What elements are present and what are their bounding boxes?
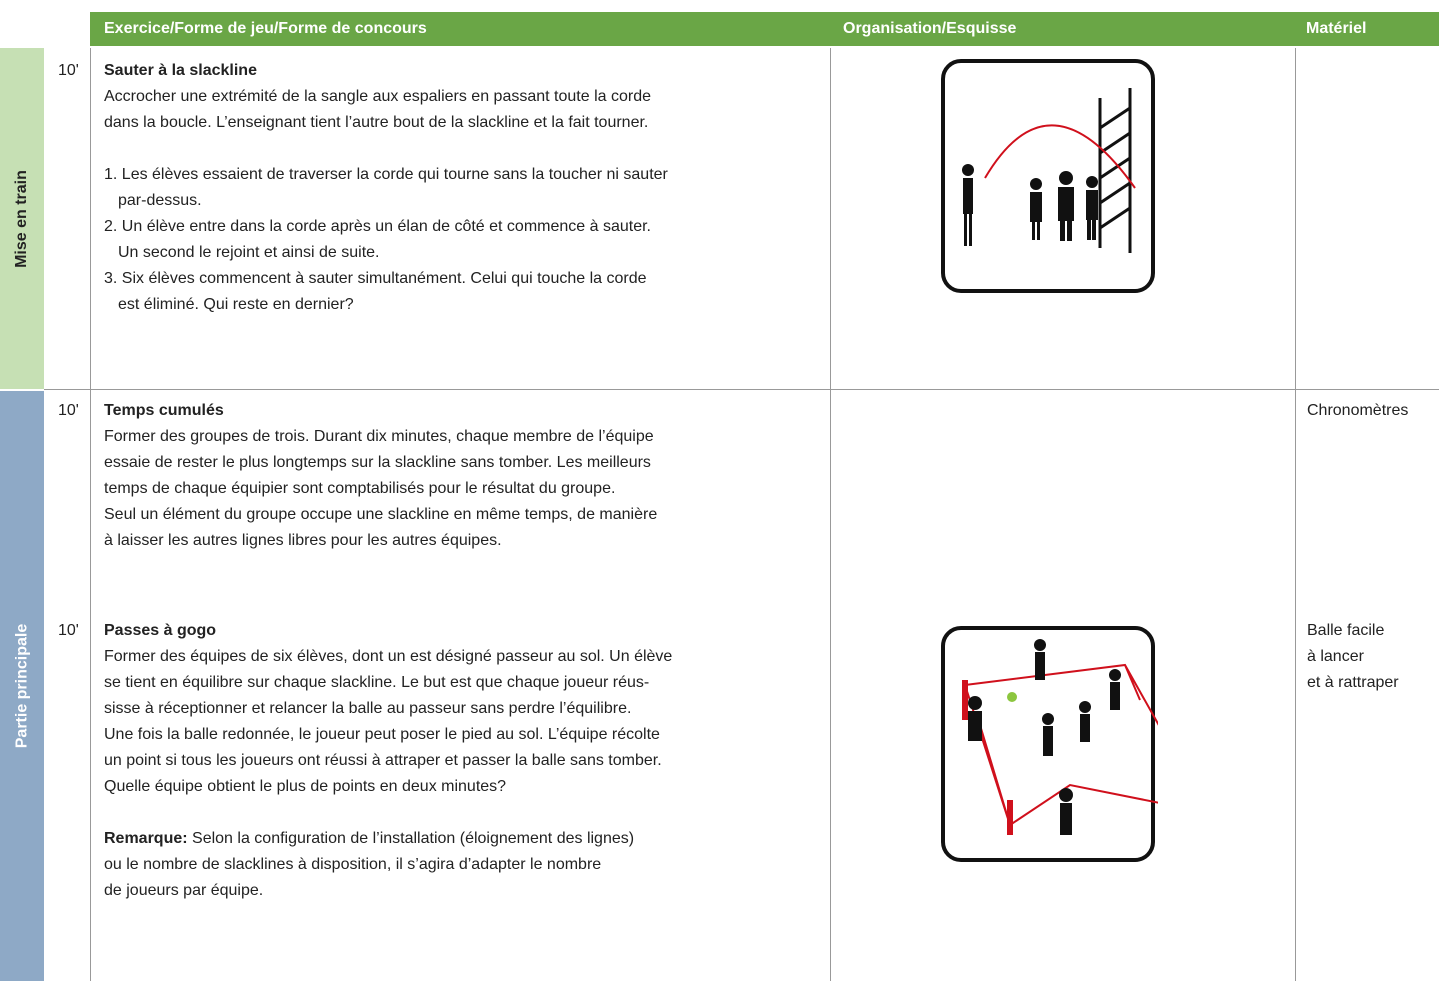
- note-text: ou le nombre de slacklines à disposition…: [104, 856, 602, 873]
- note-label: Remarque:: [104, 830, 188, 847]
- list-line: par-dessus.: [118, 192, 202, 209]
- time: 10': [58, 402, 79, 419]
- text-line: Quelle équipe obtient le plus de points …: [104, 778, 507, 795]
- section-label: Mise en train: [13, 169, 30, 268]
- text-line: à laisser les autres lignes libres pour …: [104, 532, 502, 549]
- list-line: 1. Les élèves essaient de traverser la c…: [104, 166, 668, 183]
- list-line: 2. Un élève entre dans la corde après un…: [104, 218, 651, 235]
- column-border: [90, 48, 91, 981]
- section-label: Partie principale: [13, 623, 30, 749]
- time: 10': [58, 622, 79, 639]
- column-border: [830, 48, 831, 981]
- row-border: [44, 389, 1439, 390]
- exercise-cell: Sauter à la slackline Accrocher une extré…: [104, 58, 668, 318]
- spacer: [104, 800, 672, 826]
- material-line: à lancer: [1307, 648, 1364, 665]
- header-cell: Exercice/Forme de jeu/Forme de concours: [104, 12, 427, 46]
- column-border: [1295, 48, 1296, 981]
- material-cell: Chronomètres: [1307, 398, 1408, 424]
- material-line: Balle facile: [1307, 622, 1385, 639]
- spacer: [104, 136, 668, 162]
- text-line: un point si tous les joueurs ont réussi …: [104, 752, 662, 769]
- text-line: Former des groupes de trois. Durant dix …: [104, 428, 654, 445]
- exercise-title: Passes à gogo: [104, 622, 217, 639]
- exercise-cell: Passes à gogo Former des équipes de six é…: [104, 618, 672, 904]
- section-band: Mise en train: [0, 48, 44, 389]
- note-line: Remarque: Selon la configuration de l’in…: [104, 826, 672, 852]
- note-line: de joueurs par équipe.: [104, 878, 672, 904]
- list-line: Un second le rejoint et ainsi de suite.: [118, 244, 380, 261]
- note-line: ou le nombre de slacklines à disposition…: [104, 852, 672, 878]
- material-cell: Balle facile à lancer et à rattraper: [1307, 618, 1399, 696]
- list-line: 3. Six élèves commencent à sauter simult…: [104, 270, 647, 287]
- text-line: temps de chaque équipier sont comptabili…: [104, 480, 616, 497]
- time: 10': [58, 62, 79, 79]
- exercise-cell: Temps cumulés Former des groupes de trois…: [104, 398, 657, 554]
- sketch-passes: [941, 626, 1158, 862]
- text-line: Une fois la balle redonnée, le joueur pe…: [104, 726, 660, 743]
- text-line: se tient en équilibre sur chaque slackli…: [104, 674, 650, 691]
- section-band: Partie principale: [0, 391, 44, 981]
- text-line: Accrocher une extrémité de la sangle aux…: [104, 88, 651, 105]
- list-line: est éliminé. Qui reste en dernier?: [118, 296, 354, 313]
- exercise-title: Temps cumulés: [104, 402, 224, 419]
- text-line: sisse à réceptionner et relancer la ball…: [104, 700, 632, 717]
- header-cell: Matériel: [1306, 12, 1367, 46]
- text-line: Seul un élément du groupe occupe une sla…: [104, 506, 658, 523]
- material-line: et à rattraper: [1307, 674, 1399, 691]
- note-text: de joueurs par équipe.: [104, 882, 264, 899]
- text-line: Former des équipes de six élèves, dont u…: [104, 648, 673, 665]
- text-line: dans la boucle. L’enseignant tient l’aut…: [104, 114, 649, 131]
- exercise-title: Sauter à la slackline: [104, 62, 257, 79]
- note-text: Selon la configuration de l’installation…: [187, 830, 635, 847]
- text-line: essaie de rester le plus longtemps sur l…: [104, 454, 651, 471]
- sketch-rope-jump: [941, 59, 1155, 293]
- header-cell: Organisation/Esquisse: [843, 12, 1017, 46]
- material-line: Chronomètres: [1307, 402, 1409, 419]
